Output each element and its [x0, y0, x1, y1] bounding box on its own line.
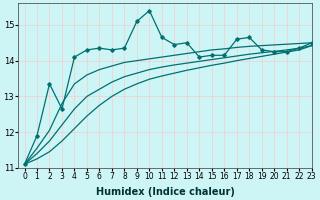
X-axis label: Humidex (Indice chaleur): Humidex (Indice chaleur) — [96, 187, 235, 197]
